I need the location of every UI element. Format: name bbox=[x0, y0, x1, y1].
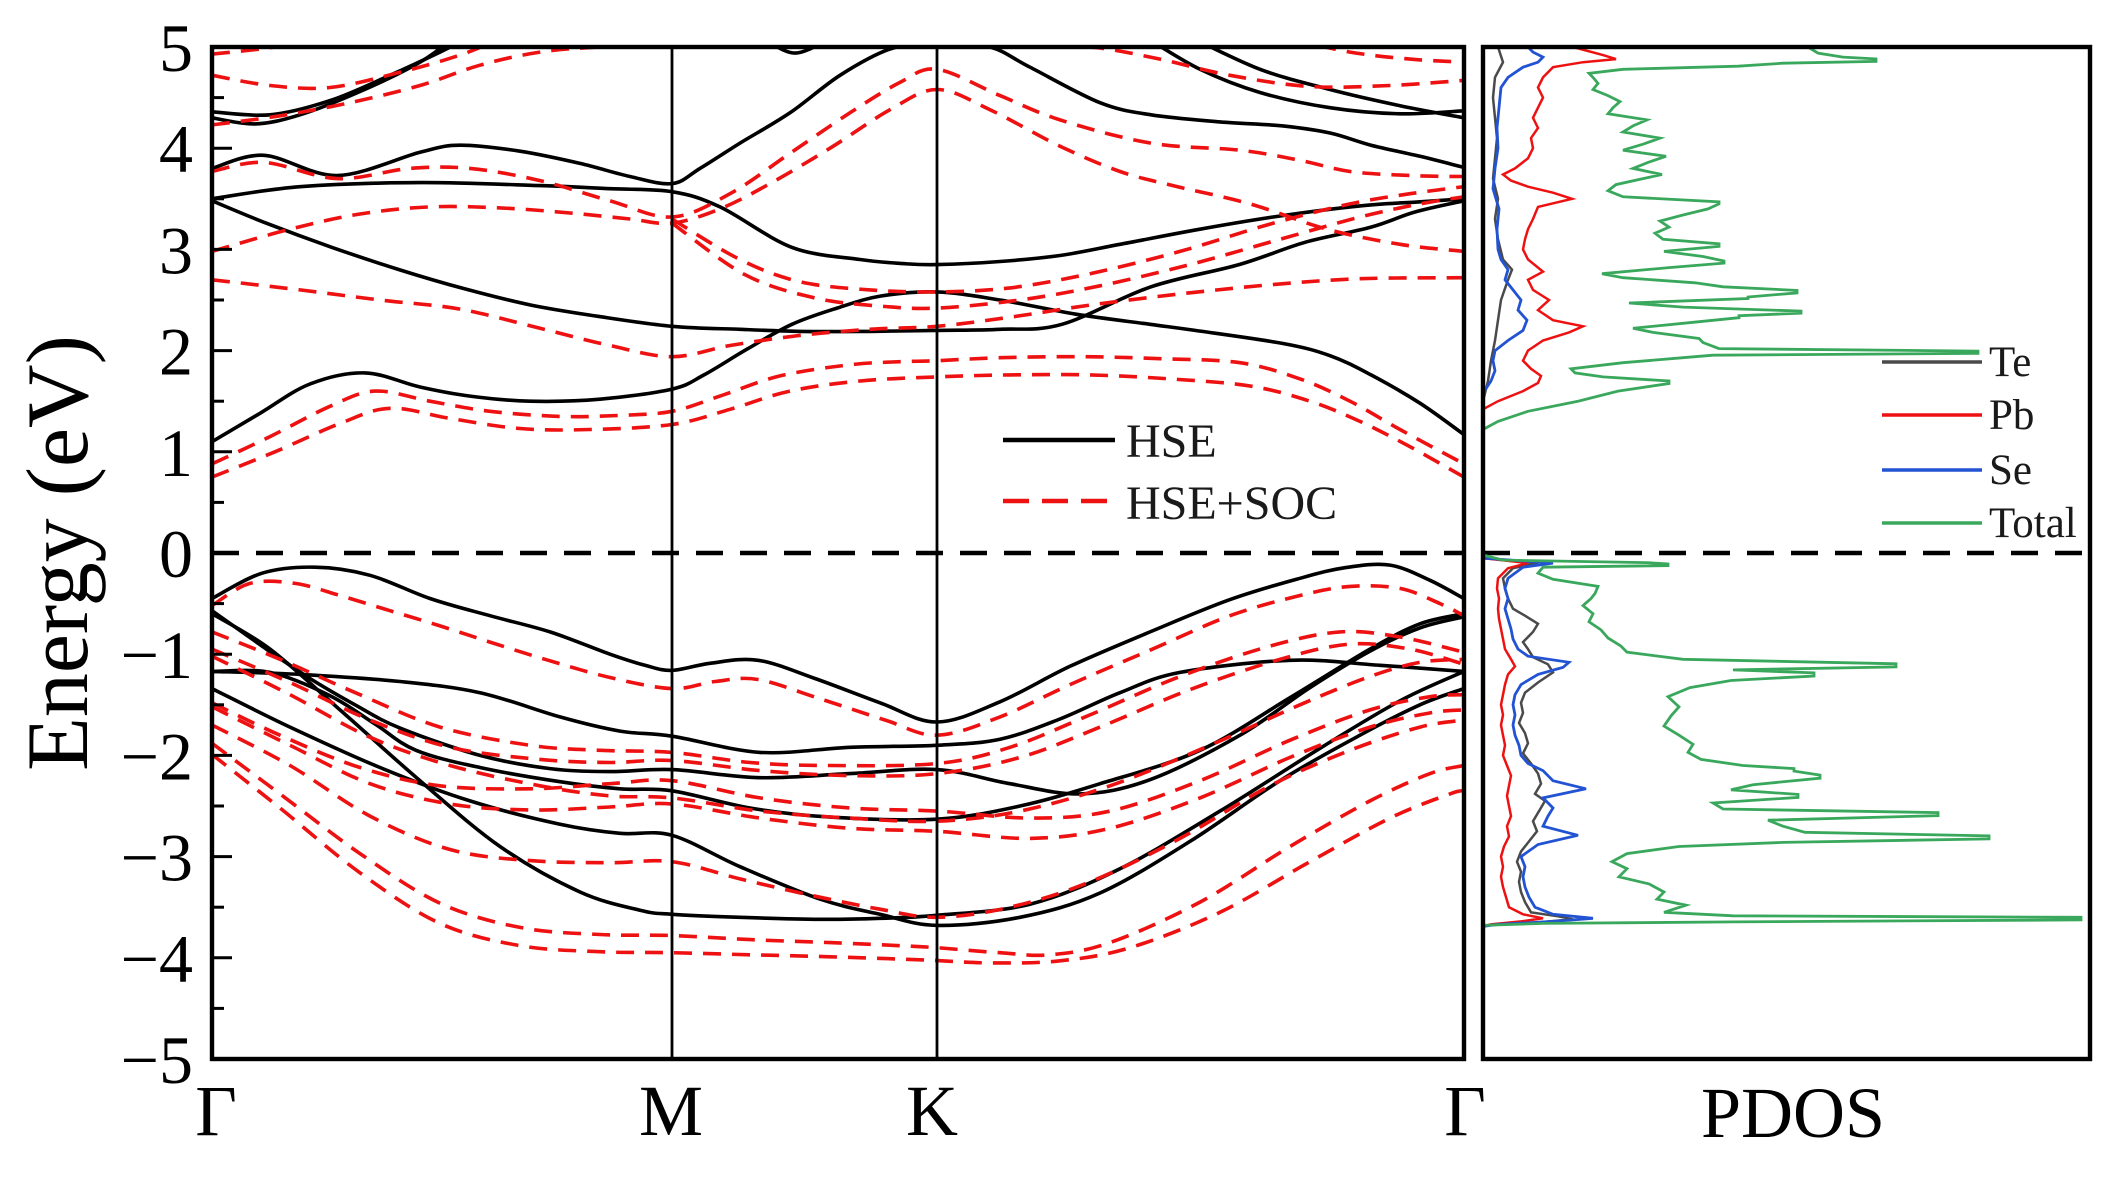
svg-text:0: 0 bbox=[159, 516, 193, 592]
svg-text:4: 4 bbox=[159, 111, 193, 187]
svg-text:−1: −1 bbox=[121, 617, 193, 693]
svg-text:3: 3 bbox=[159, 212, 193, 288]
svg-text:−4: −4 bbox=[121, 921, 193, 997]
svg-text:1: 1 bbox=[159, 415, 193, 491]
svg-text:Γ: Γ bbox=[1444, 1071, 1486, 1151]
svg-text:HSE+SOC: HSE+SOC bbox=[1126, 477, 1337, 530]
svg-text:Total: Total bbox=[1989, 500, 2077, 547]
svg-text:−3: −3 bbox=[121, 820, 193, 896]
svg-text:−2: −2 bbox=[121, 718, 193, 794]
svg-text:5: 5 bbox=[159, 10, 193, 86]
svg-text:Se: Se bbox=[1989, 447, 2032, 494]
svg-text:−5: −5 bbox=[121, 1022, 193, 1098]
svg-text:Γ: Γ bbox=[195, 1071, 237, 1151]
svg-text:K: K bbox=[906, 1071, 958, 1151]
svg-text:M: M bbox=[639, 1071, 703, 1151]
svg-text:HSE: HSE bbox=[1126, 415, 1217, 468]
svg-text:Te: Te bbox=[1989, 339, 2031, 386]
svg-text:Pb: Pb bbox=[1989, 392, 2034, 439]
svg-text:PDOS: PDOS bbox=[1701, 1073, 1885, 1153]
svg-text:Energy (eV): Energy (eV) bbox=[10, 335, 107, 771]
svg-text:2: 2 bbox=[159, 314, 193, 390]
